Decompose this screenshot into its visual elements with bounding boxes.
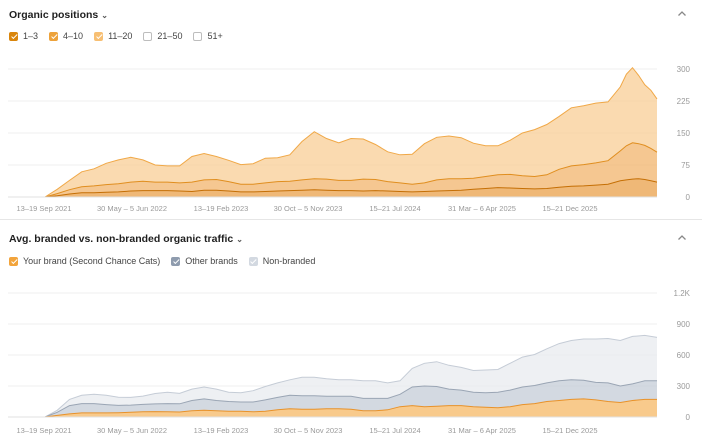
branded-traffic-title[interactable]: Avg. branded vs. non-branded organic tra… [9,233,243,245]
organic-positions-panel: Organic positions ⌄ 1–3 4–10 11–20 21–50 … [0,0,702,219]
line-series-0 [44,398,657,418]
legend-label: 21–50 [157,31,183,41]
legend-item-other-brands[interactable]: Other brands [171,256,238,266]
x-tick-label: 30 May – 5 Jun 2022 [97,426,167,435]
collapse-chevron-up-icon[interactable] [677,233,687,243]
legend-item-11-20[interactable]: 11–20 [94,31,132,41]
x-tick-label: 15–21 Jul 2024 [369,426,420,435]
legend-item-non-branded[interactable]: Non-branded [248,256,316,266]
legend-label: 4–10 [63,31,84,41]
x-tick-label: 30 Oct – 5 Nov 2023 [274,426,343,435]
y-tick-label: 0 [686,413,691,422]
area-series-0 [45,398,657,417]
y-tick-label: 300 [677,65,691,74]
collapse-chevron-up-icon[interactable] [677,9,687,19]
legend-label: Other brands [185,256,238,266]
branded-traffic-chart[interactable]: 1.2K 900 600 300 0 13–19 Sep 2021 30 May – 5 J… [0,220,702,444]
area-series-2 [45,335,657,417]
y-tick-label: 300 [677,382,691,391]
legend-item-4-10[interactable]: 4–10 [49,31,83,41]
area-series-0 [45,178,657,197]
legend-label: Non-branded [262,256,316,266]
line-series-1 [44,379,657,418]
checkbox-icon [143,31,153,41]
organic-positions-title-text: Organic positions [9,9,99,21]
area-series-1 [45,379,657,417]
branded-traffic-panel: Avg. branded vs. non-branded organic tra… [0,220,702,444]
x-tick-label: 15–21 Dec 2025 [542,204,597,213]
organic-positions-title[interactable]: Organic positions ⌄ [9,9,108,21]
legend-label: 51+ [207,31,223,41]
branded-traffic-title-text: Avg. branded vs. non-branded organic tra… [9,233,234,245]
line-series-2 [44,66,658,198]
y-tick-label: 600 [677,351,691,360]
checkbox-icon [94,31,104,41]
legend-item-51-plus[interactable]: 51+ [193,31,223,41]
x-tick-label: 30 May – 5 Jun 2022 [97,204,167,213]
x-tick-label: 13–19 Sep 2021 [16,204,71,213]
checkbox-icon [248,256,258,266]
x-tick-label: 31 Mar – 6 Apr 2025 [448,426,516,435]
x-tick-label: 30 Oct – 5 Nov 2023 [274,204,343,213]
y-tick-label: 225 [677,97,691,106]
y-tick-label: 0 [686,193,691,202]
y-tick-label: 900 [677,320,691,329]
y-tick-label: 150 [677,129,691,138]
organic-positions-chart[interactable]: 300 225 150 75 0 13–19 Sep 2021 30 May – 5 Jun… [0,0,702,219]
x-tick-label: 31 Mar – 6 Apr 2025 [448,204,516,213]
checkbox-icon [171,256,181,266]
x-tick-label: 13–19 Sep 2021 [16,426,71,435]
line-series-1 [44,142,658,198]
chevron-down-icon: ⌄ [101,11,108,20]
x-tick-label: 13–19 Feb 2023 [194,426,249,435]
legend-label: 11–20 [108,31,133,41]
line-series-0 [44,178,658,198]
x-tick-label: 13–19 Feb 2023 [194,204,249,213]
organic-positions-legend: 1–3 4–10 11–20 21–50 51+ [9,31,234,41]
chevron-down-icon: ⌄ [236,235,243,244]
checkbox-icon [9,256,18,266]
y-tick-label: 1.2K [674,289,691,298]
checkbox-icon [49,31,59,41]
panel-divider [0,219,702,220]
branded-traffic-legend: Your brand (Second Chance Cats) Other br… [9,256,326,266]
legend-item-your-brand[interactable]: Your brand (Second Chance Cats) [9,256,160,266]
x-tick-label: 15–21 Jul 2024 [369,204,420,213]
legend-item-21-50[interactable]: 21–50 [143,31,182,41]
legend-label: 1–3 [23,31,39,41]
y-tick-label: 75 [681,161,690,170]
checkbox-icon [193,31,203,41]
legend-label: Your brand (Second Chance Cats) [23,256,161,266]
line-series-2 [44,334,658,418]
legend-item-1-3[interactable]: 1–3 [9,31,38,41]
checkbox-icon [9,31,18,41]
area-series-2 [45,67,657,197]
x-tick-label: 15–21 Dec 2025 [542,426,597,435]
area-series-1 [45,142,657,197]
